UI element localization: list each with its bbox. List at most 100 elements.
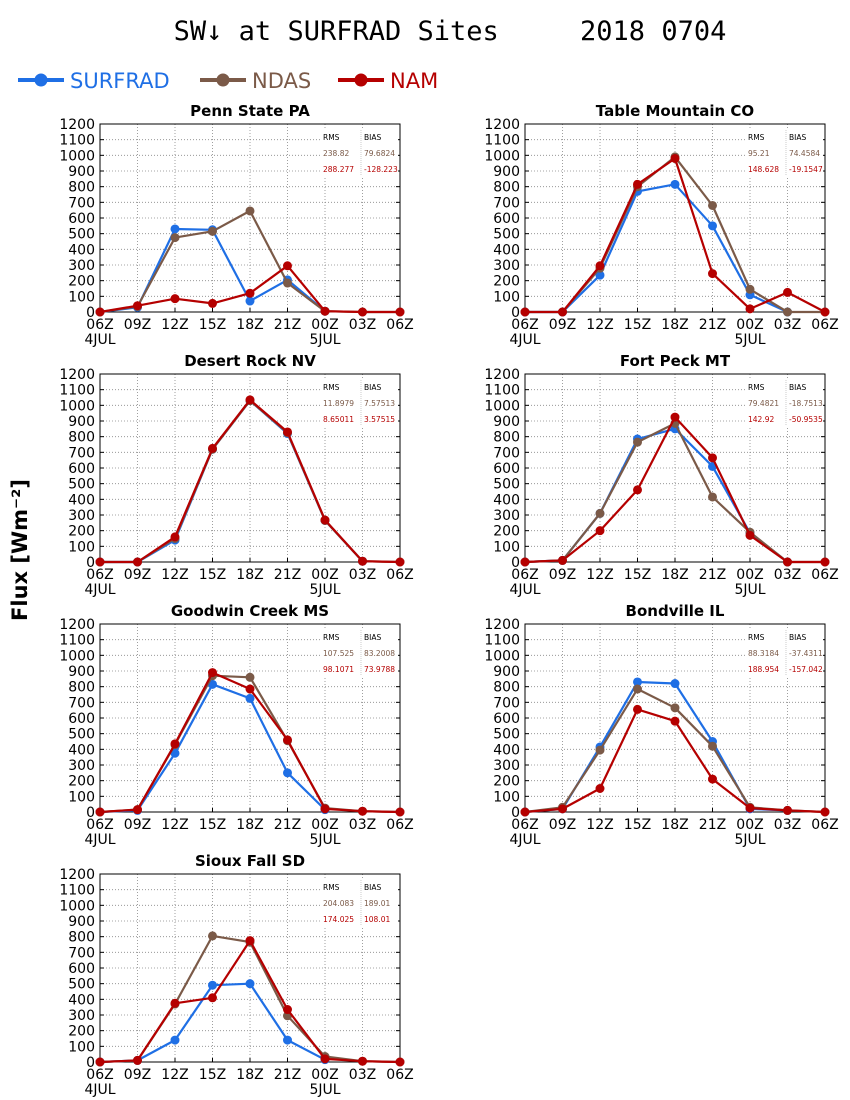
x-tick-label: 12Z xyxy=(161,317,188,333)
y-tick-label: 700 xyxy=(493,195,520,211)
y-tick-label: 1200 xyxy=(59,367,95,383)
data-point xyxy=(745,530,755,540)
y-tick-label: 300 xyxy=(493,258,520,274)
data-point xyxy=(208,226,217,236)
x-date-label: 4JUL xyxy=(84,332,115,348)
legend-marker xyxy=(216,73,230,87)
x-tick-label: 15Z xyxy=(199,1067,226,1083)
stats-background xyxy=(321,630,398,676)
x-tick-label: 18Z xyxy=(661,567,688,583)
stats-header: RMS xyxy=(323,133,340,142)
stats-value: -157.042 xyxy=(789,665,823,674)
y-tick-label: 700 xyxy=(68,945,95,961)
stats-value: 7.57513 xyxy=(364,399,395,408)
data-point xyxy=(170,233,180,243)
data-point xyxy=(670,179,680,189)
x-tick-label: 18Z xyxy=(236,817,263,833)
x-date-label: 5JUL xyxy=(734,582,765,598)
stats-header: BIAS xyxy=(364,133,381,142)
data-point xyxy=(395,557,405,567)
y-tick-label: 300 xyxy=(68,258,95,274)
series-surfrad xyxy=(520,424,792,567)
y-tick-label: 200 xyxy=(493,524,520,540)
stats-header: RMS xyxy=(323,883,340,892)
y-tick-label: 1000 xyxy=(484,148,520,164)
series-nam xyxy=(520,412,830,567)
x-tick-label: 21Z xyxy=(274,567,301,583)
y-tick-label: 200 xyxy=(68,274,95,290)
data-point xyxy=(708,741,717,751)
stats-box: RMS BIAS 95.21 74.4584 148.628 -19.1547 xyxy=(746,130,823,176)
data-point xyxy=(708,269,717,279)
y-tick-label: 800 xyxy=(493,430,520,446)
x-date-label: 5JUL xyxy=(309,832,340,848)
y-tick-label: 1100 xyxy=(484,633,520,649)
x-tick-label: 06Z xyxy=(511,817,538,833)
chart-panel: Bondville IL 0100200300400500600700800900… xyxy=(484,602,838,848)
y-tick-label: 1100 xyxy=(59,633,95,649)
x-tick-label: 18Z xyxy=(661,317,688,333)
y-tick-label: 800 xyxy=(68,180,95,196)
data-point xyxy=(283,278,292,288)
y-tick-label: 900 xyxy=(68,164,95,180)
data-point xyxy=(595,508,605,518)
x-date-label: 4JUL xyxy=(84,832,115,848)
stats-header: BIAS xyxy=(789,383,806,392)
y-tick-label: 200 xyxy=(493,274,520,290)
y-tick-label: 700 xyxy=(493,695,520,711)
x-tick-label: 00Z xyxy=(736,817,763,833)
y-tick-label: 0 xyxy=(86,1055,95,1071)
x-date-label: 5JUL xyxy=(309,332,340,348)
data-point xyxy=(708,774,717,784)
legend: SURFRAD NDAS NAM xyxy=(18,69,438,93)
series-line xyxy=(524,427,789,564)
data-point xyxy=(245,672,255,682)
y-tick-label: 200 xyxy=(68,774,95,790)
stats-background xyxy=(321,880,398,926)
x-tick-label: 09Z xyxy=(124,817,151,833)
x-tick-label: 21Z xyxy=(699,317,726,333)
data-point xyxy=(245,693,255,703)
data-point xyxy=(170,739,180,749)
stats-box: RMS BIAS 107.525 83.2008 98.1071 73.9788 xyxy=(321,630,398,676)
x-tick-label: 12Z xyxy=(586,317,613,333)
data-point xyxy=(133,301,142,311)
data-point xyxy=(558,804,567,814)
panel-title: Desert Rock NV xyxy=(184,352,316,370)
y-tick-label: 1200 xyxy=(484,617,520,633)
stats-value: 79.6824 xyxy=(364,149,395,158)
y-tick-label: 100 xyxy=(68,539,95,555)
stats-value: 288.277 xyxy=(323,165,354,174)
y-tick-label: 0 xyxy=(86,555,95,571)
stats-header: BIAS xyxy=(789,633,806,642)
legend-item-surfrad: SURFRAD xyxy=(18,69,170,93)
x-tick-label: 18Z xyxy=(236,317,263,333)
y-tick-label: 400 xyxy=(493,242,520,258)
stats-value: 108.01 xyxy=(364,915,390,924)
x-tick-label: 00Z xyxy=(736,567,763,583)
data-point xyxy=(283,1035,292,1045)
stats-background xyxy=(746,130,823,176)
x-date-label: 5JUL xyxy=(734,332,765,348)
y-tick-label: 500 xyxy=(68,727,95,743)
data-point xyxy=(133,557,142,567)
y-tick-label: 100 xyxy=(68,789,95,805)
stats-value: 95.21 xyxy=(748,149,770,158)
series-ndas xyxy=(520,152,830,317)
data-point xyxy=(745,304,755,314)
data-point xyxy=(520,307,530,317)
y-tick-label: 200 xyxy=(68,524,95,540)
stats-header: BIAS xyxy=(364,883,381,892)
x-tick-label: 06Z xyxy=(86,567,113,583)
x-tick-label: 06Z xyxy=(811,567,838,583)
data-point xyxy=(208,298,217,308)
x-tick-label: 00Z xyxy=(311,1067,338,1083)
stats-box: RMS BIAS 11.8979 7.57513 8.65011 3.57515 xyxy=(321,380,398,426)
stats-header: BIAS xyxy=(364,633,381,642)
y-tick-label: 1000 xyxy=(59,648,95,664)
chart-panel: Table Mountain CO 01002003004005006007008… xyxy=(484,102,838,348)
stats-value: 98.1071 xyxy=(323,665,354,674)
stats-value: 83.2008 xyxy=(364,649,395,658)
data-point xyxy=(520,557,530,567)
stats-box: RMS BIAS 88.3184 -37.4311 188.954 -157.042 xyxy=(746,630,823,676)
